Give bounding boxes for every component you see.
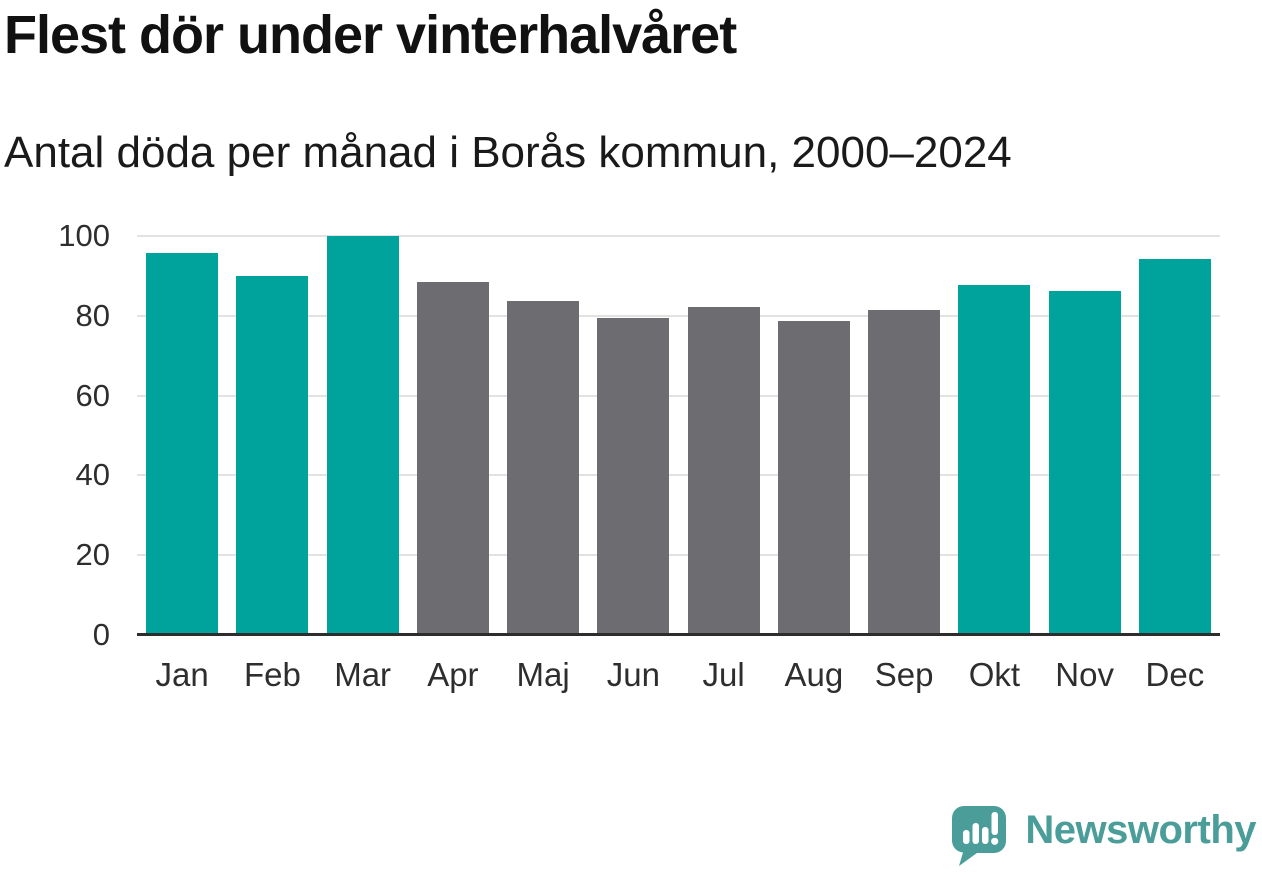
bar-jun (597, 318, 670, 635)
bar-nov (1048, 291, 1121, 635)
x-tick-label-feb: Feb (243, 656, 301, 693)
y-tick-label-40: 40 (75, 457, 110, 493)
bar-dec (1138, 258, 1211, 635)
y-tick-label-100: 100 (58, 218, 110, 253)
gridline-80 (137, 314, 1220, 317)
x-axis: Jan Feb Mar Apr Maj Jun Jul Aug Sep Okt Nov Dec (137, 656, 1220, 706)
gridline-100 (137, 235, 1220, 237)
bar-jan (146, 252, 219, 635)
gridline-60 (137, 394, 1220, 397)
newsworthy-logo: Newsworthy (951, 805, 1256, 867)
plot-area (137, 235, 1220, 636)
chart-subtitle: Antal döda per månad i Borås kommun, 200… (4, 128, 1012, 177)
x-tick-label-dec: Dec (1145, 656, 1205, 693)
x-tick-label-jan: Jan (155, 656, 209, 693)
x-tick-label-jun: Jun (606, 656, 660, 693)
chart-title: Flest dör under vinterhalvåret (4, 5, 737, 65)
bar-mar (326, 236, 399, 635)
x-tick-label-sep: Sep (874, 656, 934, 693)
bar-maj (507, 301, 580, 635)
x-tick-label-aug: Aug (784, 656, 844, 693)
gridline-20 (137, 554, 1220, 557)
x-axis-line (137, 633, 1220, 636)
y-tick-label-80: 80 (75, 297, 110, 333)
y-tick-label-0: 0 (92, 617, 110, 652)
bar-apr (416, 281, 489, 635)
newsworthy-logo-icon (952, 806, 1007, 866)
x-tick-label-maj: Maj (516, 656, 570, 693)
bar-jul (687, 306, 760, 635)
bar-aug (777, 321, 850, 635)
x-tick-label-jul: Jul (702, 656, 745, 693)
x-tick-label-apr: Apr (427, 656, 479, 693)
x-tick-label-okt: Okt (968, 656, 1021, 693)
y-tick-label-60: 60 (75, 377, 110, 413)
gridline-40 (137, 474, 1220, 477)
bar-okt (958, 284, 1031, 635)
newsworthy-logo-text: Newsworthy (1025, 808, 1256, 852)
bar-sep (868, 309, 941, 635)
x-tick-label-nov: Nov (1055, 656, 1114, 693)
x-tick-label-mar: Mar (334, 656, 392, 693)
bar-feb (236, 275, 309, 635)
y-tick-label-20: 20 (75, 537, 110, 573)
